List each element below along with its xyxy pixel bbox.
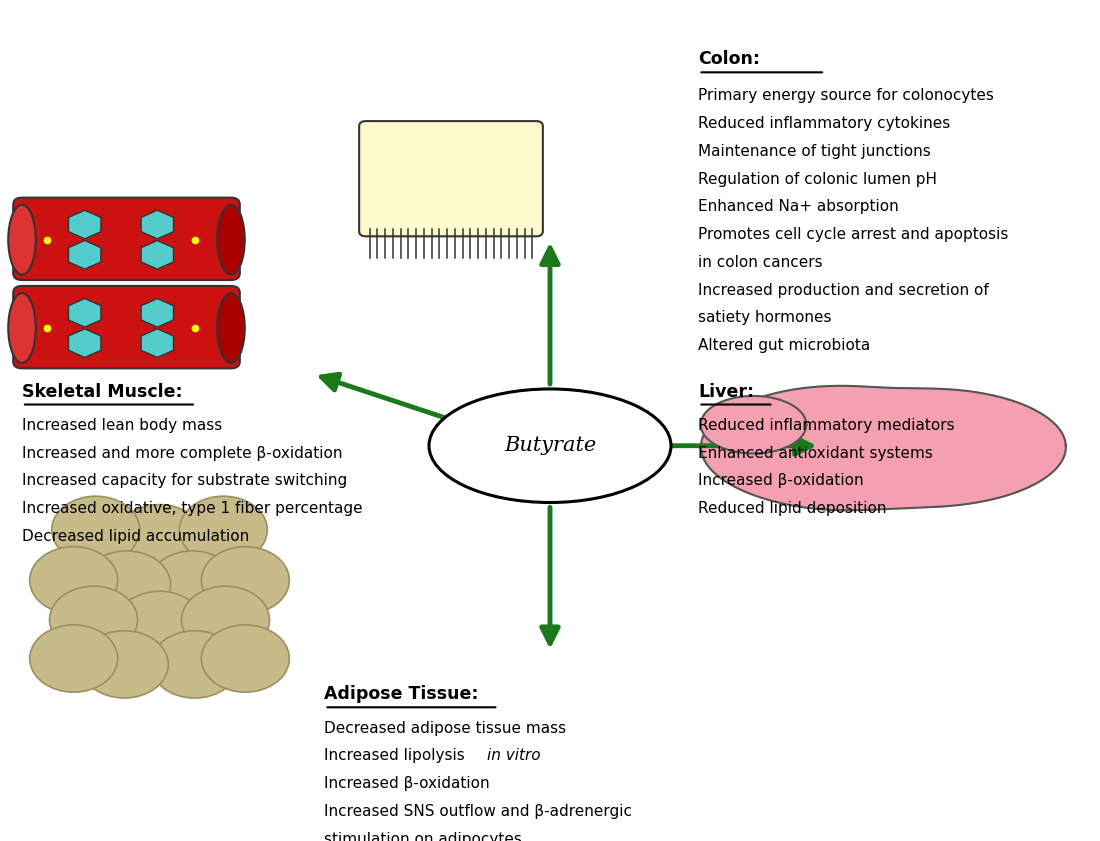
Text: Adipose Tissue:: Adipose Tissue:	[324, 685, 478, 703]
Circle shape	[201, 625, 289, 692]
Circle shape	[151, 631, 239, 698]
Ellipse shape	[9, 205, 35, 274]
Circle shape	[148, 551, 236, 618]
Circle shape	[82, 551, 170, 618]
Circle shape	[30, 547, 118, 614]
Circle shape	[52, 496, 140, 563]
Text: Regulation of colonic lumen pH: Regulation of colonic lumen pH	[698, 172, 937, 187]
Text: Decreased adipose tissue mass: Decreased adipose tissue mass	[324, 721, 566, 736]
Circle shape	[116, 505, 204, 572]
Text: Enhanced antioxidant systems: Enhanced antioxidant systems	[698, 446, 934, 461]
Ellipse shape	[9, 294, 35, 363]
FancyBboxPatch shape	[13, 198, 240, 280]
Text: Primary energy source for colonocytes: Primary energy source for colonocytes	[698, 88, 994, 103]
Circle shape	[30, 625, 118, 692]
Text: Liver:: Liver:	[698, 383, 755, 400]
Ellipse shape	[218, 294, 245, 363]
Text: Reduced inflammatory mediators: Reduced inflammatory mediators	[698, 418, 955, 433]
Text: Decreased lipid accumulation: Decreased lipid accumulation	[22, 529, 250, 544]
Ellipse shape	[218, 205, 245, 274]
Text: Butyrate: Butyrate	[504, 436, 596, 455]
Text: Increased lipolysis: Increased lipolysis	[324, 748, 470, 764]
Circle shape	[80, 631, 168, 698]
Text: Enhanced Na+ absorption: Enhanced Na+ absorption	[698, 199, 900, 214]
Text: Increased β-oxidation: Increased β-oxidation	[698, 473, 865, 489]
Text: Increased β-oxidation: Increased β-oxidation	[324, 776, 491, 791]
Text: Increased lean body mass: Increased lean body mass	[22, 418, 222, 433]
Text: in colon cancers: in colon cancers	[698, 255, 823, 270]
Text: Maintenance of tight junctions: Maintenance of tight junctions	[698, 144, 932, 159]
Text: Colon:: Colon:	[698, 50, 760, 68]
FancyBboxPatch shape	[359, 121, 542, 236]
Text: Promotes cell cycle arrest and apoptosis: Promotes cell cycle arrest and apoptosis	[698, 227, 1009, 242]
Text: in vitro: in vitro	[487, 748, 541, 764]
Circle shape	[50, 586, 138, 653]
Polygon shape	[701, 396, 806, 453]
Ellipse shape	[429, 389, 671, 503]
Text: Increased SNS outflow and β-adrenergic: Increased SNS outflow and β-adrenergic	[324, 804, 632, 819]
Text: Increased and more complete β-oxidation: Increased and more complete β-oxidation	[22, 446, 342, 461]
FancyBboxPatch shape	[13, 286, 240, 368]
Polygon shape	[701, 386, 1066, 510]
Text: Increased capacity for substrate switching: Increased capacity for substrate switchi…	[22, 473, 348, 489]
Text: Increased oxidative, type 1 fiber percentage: Increased oxidative, type 1 fiber percen…	[22, 501, 363, 516]
Text: Altered gut microbiota: Altered gut microbiota	[698, 338, 871, 353]
Text: Reduced lipid deposition: Reduced lipid deposition	[698, 501, 887, 516]
Text: satiety hormones: satiety hormones	[698, 310, 832, 325]
Circle shape	[182, 586, 270, 653]
Circle shape	[201, 547, 289, 614]
Text: Reduced inflammatory cytokines: Reduced inflammatory cytokines	[698, 116, 950, 131]
Text: Skeletal Muscle:: Skeletal Muscle:	[22, 383, 183, 400]
Text: Increased production and secretion of: Increased production and secretion of	[698, 283, 989, 298]
Text: stimulation on adipocytes: stimulation on adipocytes	[324, 832, 522, 841]
Circle shape	[116, 591, 204, 659]
Circle shape	[179, 496, 267, 563]
